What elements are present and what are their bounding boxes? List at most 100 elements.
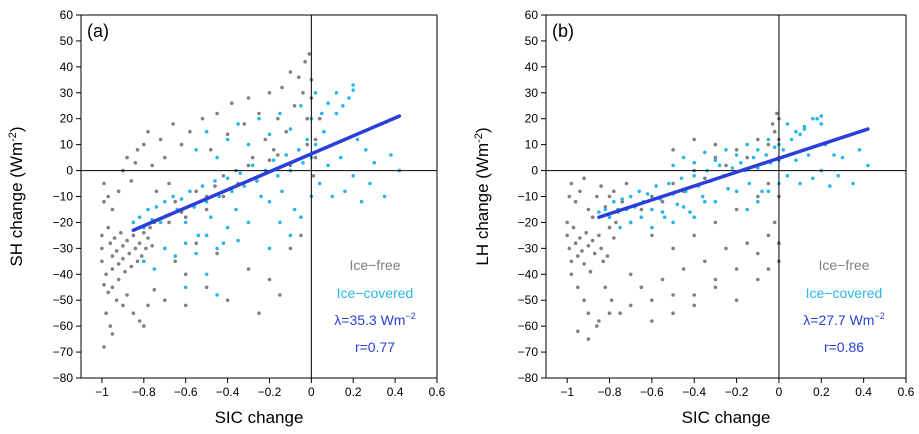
chart-0-point bbox=[288, 70, 293, 74]
chart-1-point bbox=[734, 298, 739, 303]
chart-0-ytick-label: −50 bbox=[53, 293, 74, 307]
chart-0-point bbox=[142, 324, 146, 328]
chart-1-point bbox=[764, 153, 768, 157]
chart-1-point bbox=[607, 215, 612, 219]
chart-0-point bbox=[305, 142, 310, 147]
chart-1-point bbox=[734, 207, 739, 212]
chart-0-point bbox=[163, 155, 167, 160]
chart-1-point bbox=[756, 199, 760, 204]
chart-0-point bbox=[158, 137, 163, 142]
chart-0-point bbox=[204, 129, 209, 134]
chart-0-point bbox=[276, 174, 280, 178]
chart-0-point bbox=[137, 319, 142, 323]
chart-1-legend-lambda-main: λ=27.7 Wm bbox=[803, 312, 874, 328]
chart-1-point bbox=[586, 207, 591, 212]
chart-0-series-ice-free bbox=[100, 52, 326, 349]
chart-1-xtick-label: −0.4 bbox=[682, 385, 706, 399]
chart-0-point bbox=[250, 163, 255, 168]
chart-0-point bbox=[204, 285, 209, 290]
chart-1-point bbox=[688, 210, 692, 214]
chart-1-point bbox=[586, 244, 591, 248]
chart-1-point bbox=[628, 272, 633, 277]
chart-1-point bbox=[851, 181, 855, 186]
chart-0-point bbox=[215, 293, 219, 297]
chart-1-point bbox=[597, 233, 601, 238]
chart-0-point bbox=[173, 199, 177, 204]
chart-0-point bbox=[163, 199, 167, 204]
chart-0-point bbox=[288, 246, 293, 251]
chart-0-point bbox=[108, 324, 113, 328]
chart-1-point bbox=[724, 148, 728, 152]
chart-1-point bbox=[756, 251, 760, 256]
chart-0-point bbox=[215, 251, 219, 256]
chart-1-xtick-label: −1 bbox=[560, 385, 574, 399]
chart-1-x-axis-label: SIC change bbox=[682, 408, 771, 427]
chart-1-point bbox=[667, 181, 671, 186]
chart-0-point bbox=[139, 254, 144, 258]
chart-0-point bbox=[303, 59, 307, 64]
chart-1-point bbox=[811, 176, 815, 181]
chart-1-ytick-label: 20 bbox=[525, 112, 539, 126]
chart-0-point bbox=[183, 272, 188, 277]
chart-0-point bbox=[297, 75, 301, 79]
chart-1-series-ice-free bbox=[565, 111, 781, 341]
chart-1-point bbox=[578, 189, 582, 194]
chart-0-point bbox=[278, 293, 282, 297]
chart-0-point bbox=[343, 189, 347, 194]
chart-0-legend-ice-free: Ice−free bbox=[350, 257, 401, 273]
chart-0-point bbox=[221, 194, 226, 199]
chart-0-point bbox=[355, 137, 360, 142]
chart-0-point bbox=[230, 101, 234, 105]
chart-0-point bbox=[116, 189, 121, 194]
chart-1-point bbox=[567, 246, 572, 251]
chart-0-point bbox=[142, 259, 146, 264]
chart-1-point bbox=[595, 324, 599, 328]
chart-0-point bbox=[127, 251, 131, 256]
chart-1-point bbox=[724, 246, 728, 251]
chart-1-point bbox=[599, 246, 603, 251]
chart-1-point bbox=[713, 277, 718, 282]
chart-0-point bbox=[108, 241, 113, 245]
chart-1-point bbox=[603, 207, 608, 212]
chart-0-point bbox=[167, 220, 171, 225]
chart-0-point bbox=[305, 116, 310, 121]
chart-1-point bbox=[660, 210, 665, 214]
chart-1-point bbox=[671, 181, 675, 186]
chart-1-point bbox=[671, 148, 675, 152]
chart-0-point bbox=[351, 88, 356, 92]
chart-0-point bbox=[183, 220, 188, 225]
chart-1-legend-ice-covered: Ice−covered bbox=[806, 285, 883, 301]
chart-1-xtick-label: −0.6 bbox=[640, 385, 664, 399]
chart-1-point bbox=[794, 129, 798, 134]
chart-0-point bbox=[135, 148, 140, 152]
chart-0-point bbox=[119, 231, 123, 235]
chart-1-point bbox=[700, 194, 705, 199]
chart-0-series-ice-covered bbox=[131, 83, 402, 297]
chart-1-point bbox=[681, 205, 686, 209]
chart-1-point bbox=[660, 199, 665, 204]
chart-1-point bbox=[734, 153, 739, 157]
chart-0-point bbox=[320, 111, 324, 116]
chart-1-point bbox=[660, 277, 665, 282]
chart-1-ytick-label: −20 bbox=[518, 215, 539, 229]
chart-0-point bbox=[225, 225, 230, 230]
chart-0-y-axis-label-close: ) bbox=[7, 126, 26, 132]
chart-1-point bbox=[586, 311, 591, 316]
chart-0-point bbox=[267, 91, 272, 95]
chart-0-point bbox=[194, 189, 198, 194]
chart-0-point bbox=[106, 290, 110, 295]
chart-1-point bbox=[745, 155, 749, 160]
chart-0-point bbox=[188, 189, 192, 194]
chart-0-point bbox=[163, 246, 167, 251]
chart-0-point bbox=[364, 148, 368, 152]
chart-1-point bbox=[601, 259, 605, 264]
chart-0-y-axis-label-sup: -2 bbox=[7, 132, 19, 142]
chart-1-point bbox=[819, 122, 824, 126]
chart-1-point bbox=[713, 199, 718, 204]
chart-0-point bbox=[110, 254, 115, 258]
chart-1-point bbox=[798, 132, 802, 137]
chart-0-point bbox=[106, 194, 110, 199]
chart-0-point bbox=[271, 158, 276, 162]
chart-0-point bbox=[215, 111, 219, 116]
